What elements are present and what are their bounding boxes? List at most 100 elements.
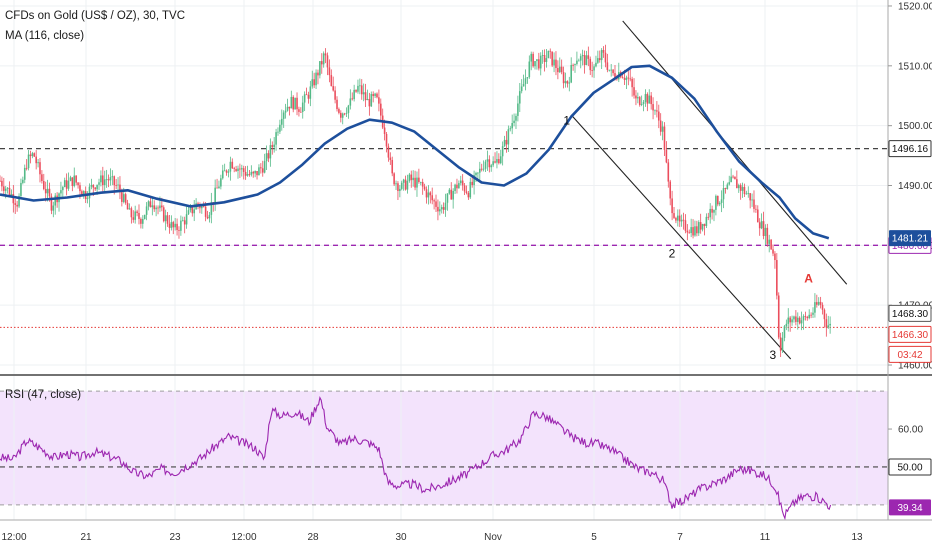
candle-body bbox=[734, 176, 736, 180]
candle-body bbox=[100, 175, 102, 183]
candle-body bbox=[406, 180, 409, 190]
candle-body bbox=[779, 337, 782, 351]
candle-body bbox=[14, 203, 17, 205]
candle-body bbox=[494, 161, 496, 163]
candle-body bbox=[543, 55, 546, 63]
candle-body bbox=[558, 66, 561, 73]
candle-body bbox=[578, 60, 580, 62]
candle-body bbox=[707, 216, 710, 218]
candle-body bbox=[229, 161, 232, 172]
candle-body bbox=[366, 98, 369, 101]
rsi-legend[interactable]: RSI (47, close) bbox=[5, 389, 81, 401]
wave-annotations: 1 2 3 A bbox=[563, 113, 813, 362]
candle-body bbox=[269, 145, 272, 159]
candle-body bbox=[140, 218, 142, 224]
annotation-label: 3 bbox=[769, 348, 776, 362]
candle-body bbox=[532, 53, 534, 67]
ma-value-tag: 1481.21 bbox=[892, 234, 929, 245]
rsi-series bbox=[0, 396, 832, 521]
candle-body bbox=[825, 319, 828, 328]
candle-body bbox=[796, 317, 799, 322]
candle-body bbox=[16, 204, 18, 207]
candle-body bbox=[174, 223, 176, 228]
candle-body bbox=[749, 193, 751, 201]
ma-legend[interactable]: MA (116, close) bbox=[5, 30, 84, 42]
candle-body bbox=[151, 205, 154, 208]
channel-upper-line bbox=[622, 20, 848, 285]
candle-body bbox=[397, 183, 399, 191]
candle-body bbox=[812, 312, 814, 315]
candle-body bbox=[682, 219, 685, 221]
candle-body bbox=[206, 216, 209, 219]
candle-body bbox=[181, 220, 184, 222]
candle-body bbox=[128, 208, 131, 210]
candle-body bbox=[349, 98, 352, 106]
candle-body bbox=[126, 202, 129, 210]
candle-body bbox=[585, 55, 588, 66]
candle-body bbox=[524, 78, 527, 85]
candle-body bbox=[147, 201, 150, 207]
candle-body bbox=[33, 153, 36, 157]
candle-body bbox=[737, 185, 740, 189]
candle-body bbox=[562, 72, 565, 84]
candle-body bbox=[303, 94, 306, 103]
candle-body bbox=[635, 95, 637, 99]
candle-body bbox=[753, 199, 755, 209]
candle-body bbox=[8, 187, 11, 196]
candle-body bbox=[448, 189, 451, 194]
candle-body bbox=[317, 72, 319, 76]
candle-body bbox=[298, 109, 300, 112]
candle-body bbox=[496, 159, 498, 163]
candle-body bbox=[435, 201, 437, 207]
candle-body bbox=[597, 58, 599, 63]
candle-body bbox=[252, 171, 255, 174]
candle-body bbox=[465, 191, 468, 194]
price-axis[interactable]: 1520.001510.001500.001490.001480.001470.… bbox=[888, 1, 932, 436]
candle-body bbox=[576, 60, 578, 65]
candle-body bbox=[694, 226, 696, 236]
candle-body bbox=[90, 184, 93, 187]
candle-body bbox=[612, 69, 614, 74]
candle-body bbox=[770, 239, 772, 250]
candle-body bbox=[334, 90, 336, 100]
candle-body bbox=[4, 188, 7, 191]
candle-body bbox=[452, 190, 454, 200]
candle-body bbox=[355, 89, 357, 92]
candle-body bbox=[433, 200, 435, 202]
candle-body bbox=[48, 188, 51, 197]
candle-body bbox=[715, 195, 717, 210]
candle-body bbox=[720, 199, 723, 203]
candle-body bbox=[359, 85, 361, 87]
candle-body bbox=[77, 182, 79, 186]
candle-body bbox=[220, 178, 222, 187]
candle-body bbox=[427, 192, 430, 198]
candle-body bbox=[267, 153, 270, 159]
candle-body bbox=[223, 170, 226, 172]
candle-body bbox=[311, 79, 314, 87]
candle-body bbox=[785, 323, 788, 327]
candle-body bbox=[164, 215, 167, 222]
candle-body bbox=[60, 190, 62, 194]
candle-body bbox=[446, 193, 449, 203]
candle-body bbox=[461, 180, 464, 186]
candle-body bbox=[315, 72, 317, 86]
candle-body bbox=[823, 309, 826, 320]
candle-body bbox=[376, 93, 378, 98]
candle-body bbox=[539, 55, 542, 69]
candle-body bbox=[319, 61, 321, 76]
candle-body bbox=[469, 181, 472, 198]
candle-body bbox=[520, 86, 523, 92]
candle-body bbox=[79, 185, 81, 192]
candle-body bbox=[745, 193, 748, 195]
candle-body bbox=[703, 223, 706, 226]
candle-body bbox=[233, 168, 235, 170]
time-axis[interactable] bbox=[0, 520, 932, 550]
candle-body bbox=[482, 168, 485, 170]
candle-body bbox=[439, 209, 441, 212]
candle-body bbox=[132, 217, 135, 220]
candle-body bbox=[808, 314, 810, 319]
candle-body bbox=[503, 139, 506, 147]
x-tick-label: 30 bbox=[395, 532, 407, 543]
candle-body bbox=[378, 97, 380, 104]
